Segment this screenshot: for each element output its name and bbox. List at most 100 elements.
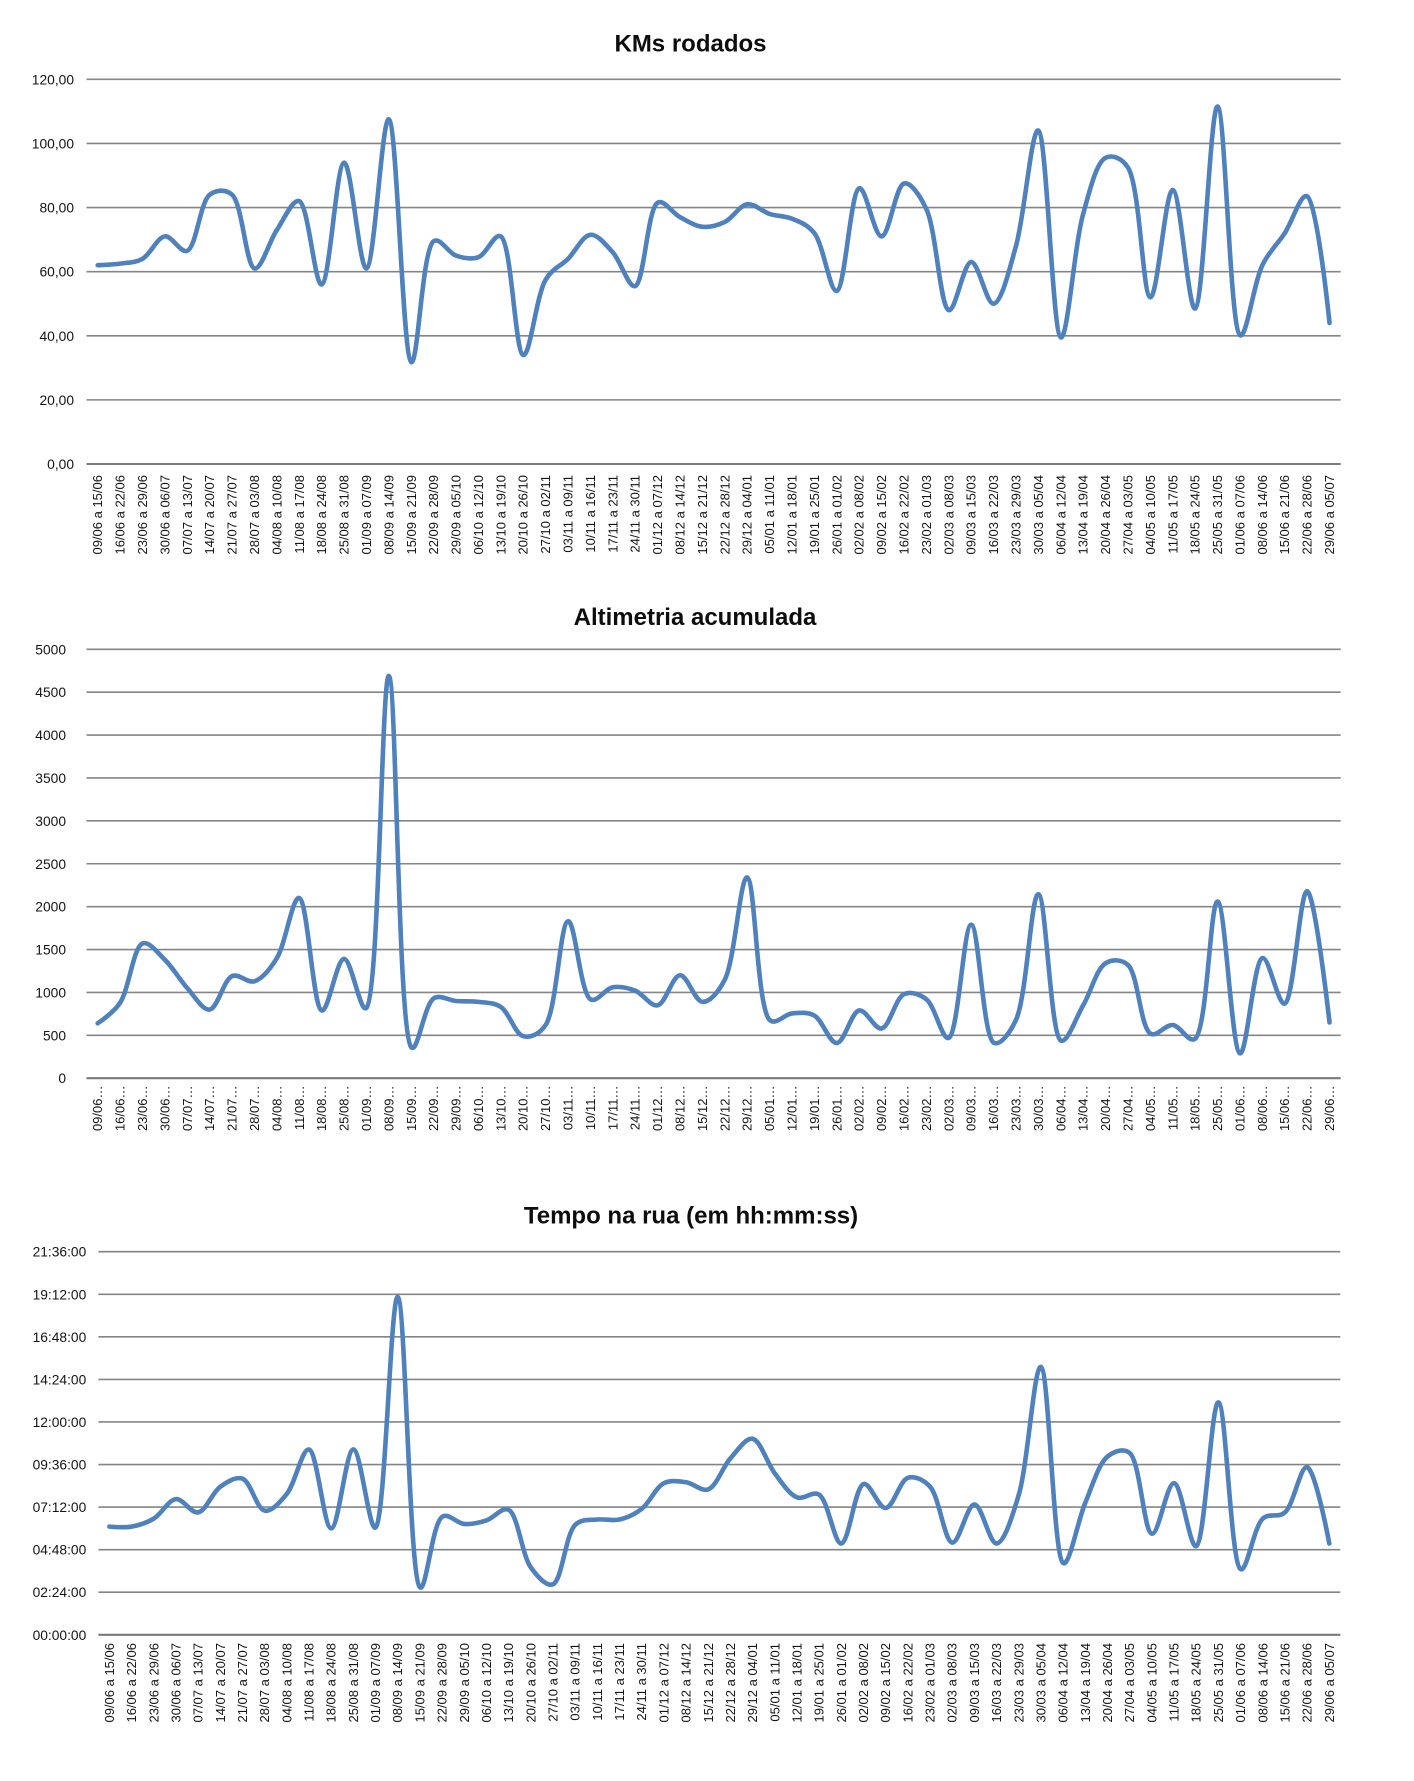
svg-text:08/12 a 14/12: 08/12 a 14/12 (673, 475, 688, 555)
svg-text:29/09 a 05/10: 29/09 a 05/10 (457, 1643, 472, 1723)
svg-text:06/10 a 12/10: 06/10 a 12/10 (471, 475, 486, 555)
svg-text:04/05…: 04/05… (1143, 1086, 1158, 1132)
svg-text:03/11 a 09/11: 03/11 a 09/11 (568, 1643, 583, 1721)
svg-text:01/09 a 07/09: 01/09 a 07/09 (368, 1643, 383, 1723)
svg-text:29/06…: 29/06… (1322, 1086, 1337, 1132)
svg-text:08/09 a 14/09: 08/09 a 14/09 (381, 475, 396, 555)
svg-text:30/06…: 30/06… (157, 1086, 172, 1132)
svg-text:80,00: 80,00 (39, 201, 74, 216)
svg-text:29/06 a 05/07: 29/06 a 05/07 (1322, 475, 1337, 555)
svg-text:02/03 a 08/03: 02/03 a 08/03 (941, 475, 956, 555)
svg-text:02/03…: 02/03… (941, 1086, 956, 1132)
svg-text:29/09…: 29/09… (449, 1086, 464, 1132)
svg-text:13/04 a 19/04: 13/04 a 19/04 (1078, 1643, 1093, 1723)
svg-text:25/08 a 31/08: 25/08 a 31/08 (346, 1643, 361, 1723)
svg-text:01/12 a 07/12: 01/12 a 07/12 (656, 1643, 671, 1723)
svg-text:09/02 a 15/02: 09/02 a 15/02 (878, 1643, 893, 1723)
svg-text:03/11 a 09/11: 03/11 a 09/11 (561, 475, 576, 553)
svg-text:29/06 a 05/07: 29/06 a 05/07 (1322, 1643, 1337, 1723)
svg-text:26/01 a 01/02: 26/01 a 01/02 (829, 475, 844, 555)
svg-text:22/09 a 28/09: 22/09 a 28/09 (435, 1643, 450, 1723)
svg-text:12/01 a 18/01: 12/01 a 18/01 (789, 1643, 804, 1723)
svg-text:27/10…: 27/10… (538, 1086, 553, 1132)
svg-text:4000: 4000 (35, 728, 66, 743)
svg-text:20,00: 20,00 (39, 393, 74, 408)
svg-text:16/03 a 22/03: 16/03 a 22/03 (986, 475, 1001, 555)
svg-text:19/01 a 25/01: 19/01 a 25/01 (812, 1643, 827, 1723)
svg-text:17/11 a 23/11: 17/11 a 23/11 (605, 475, 620, 553)
svg-text:07:12:00: 07:12:00 (33, 1500, 87, 1515)
svg-text:23/06…: 23/06… (135, 1086, 150, 1132)
svg-text:28/07 a 03/08: 28/07 a 03/08 (257, 1643, 272, 1723)
svg-text:01/09…: 01/09… (359, 1086, 374, 1132)
svg-text:02/02 a 08/02: 02/02 a 08/02 (856, 1643, 871, 1723)
svg-text:5000: 5000 (35, 642, 66, 657)
svg-text:14/07 a 20/07: 14/07 a 20/07 (213, 1643, 228, 1723)
svg-text:2000: 2000 (35, 900, 66, 915)
svg-text:18/08 a 24/08: 18/08 a 24/08 (314, 475, 329, 555)
svg-text:16/02 a 22/02: 16/02 a 22/02 (896, 475, 911, 555)
svg-text:25/05 a 31/05: 25/05 a 31/05 (1211, 1643, 1226, 1723)
svg-text:05/01 a 11/01: 05/01 a 11/01 (767, 1643, 782, 1722)
svg-text:20/10…: 20/10… (516, 1086, 531, 1132)
svg-text:22/06 a 28/06: 22/06 a 28/06 (1300, 1643, 1315, 1723)
svg-text:20/04 a 26/04: 20/04 a 26/04 (1098, 475, 1113, 555)
svg-text:60,00: 60,00 (39, 265, 74, 280)
svg-text:24/11 a 30/11: 24/11 a 30/11 (628, 475, 643, 553)
svg-text:16/06…: 16/06… (113, 1086, 128, 1132)
svg-text:17/11 a 23/11: 17/11 a 23/11 (612, 1643, 627, 1721)
svg-text:20/10 a 26/10: 20/10 a 26/10 (523, 1643, 538, 1723)
svg-text:12/01…: 12/01… (785, 1086, 800, 1132)
svg-text:06/10…: 06/10… (471, 1086, 486, 1132)
svg-text:22/06 a 28/06: 22/06 a 28/06 (1300, 475, 1315, 555)
svg-text:13/10 a 19/10: 13/10 a 19/10 (501, 1643, 516, 1723)
svg-text:14:24:00: 14:24:00 (33, 1372, 87, 1387)
svg-text:08/12 a 14/12: 08/12 a 14/12 (679, 1643, 694, 1723)
svg-text:18/05…: 18/05… (1188, 1086, 1203, 1132)
svg-text:28/07 a 03/08: 28/07 a 03/08 (247, 475, 262, 555)
svg-text:01/06…: 01/06… (1232, 1086, 1247, 1132)
svg-text:22/09…: 22/09… (426, 1086, 441, 1132)
svg-text:15/09 a 21/09: 15/09 a 21/09 (404, 475, 419, 555)
svg-text:KMs rodados: KMs rodados (614, 31, 766, 58)
svg-text:09/06 a 15/06: 09/06 a 15/06 (102, 1643, 117, 1723)
svg-text:06/04 a 12/04: 06/04 a 12/04 (1056, 1643, 1071, 1723)
svg-text:09/06 a 15/06: 09/06 a 15/06 (90, 475, 105, 555)
svg-text:09/03 a 15/03: 09/03 a 15/03 (964, 475, 979, 555)
svg-text:15/12 a 21/12: 15/12 a 21/12 (695, 475, 710, 555)
svg-text:30/03…: 30/03… (1031, 1086, 1046, 1132)
svg-text:04/08…: 04/08… (269, 1086, 284, 1132)
svg-text:07/07 a 13/07: 07/07 a 13/07 (180, 475, 195, 555)
svg-text:29/12 a 04/01: 29/12 a 04/01 (745, 1643, 760, 1723)
svg-text:08/09…: 08/09… (381, 1086, 396, 1132)
svg-text:17/11…: 17/11… (605, 1086, 620, 1131)
svg-text:11/08…: 11/08… (292, 1086, 307, 1131)
svg-text:08/06…: 08/06… (1255, 1086, 1270, 1132)
svg-text:23/02 a 01/03: 23/02 a 01/03 (923, 1643, 938, 1723)
svg-text:20/04…: 20/04… (1098, 1086, 1113, 1132)
svg-text:15/09 a 21/09: 15/09 a 21/09 (412, 1643, 427, 1723)
svg-text:16/06 a 22/06: 16/06 a 22/06 (124, 1643, 139, 1723)
svg-text:23/03 a 29/03: 23/03 a 29/03 (1008, 475, 1023, 555)
svg-text:18/08 a 24/08: 18/08 a 24/08 (324, 1643, 339, 1723)
svg-text:02/03 a 08/03: 02/03 a 08/03 (945, 1643, 960, 1723)
svg-text:14/07…: 14/07… (202, 1086, 217, 1132)
svg-text:27/10 a 02/11: 27/10 a 02/11 (546, 1643, 561, 1722)
svg-text:1000: 1000 (35, 985, 66, 1000)
svg-text:16/02…: 16/02… (896, 1086, 911, 1132)
svg-text:16:48:00: 16:48:00 (33, 1330, 87, 1345)
svg-text:1500: 1500 (35, 943, 66, 958)
svg-text:07/07…: 07/07… (180, 1086, 195, 1132)
svg-text:3000: 3000 (35, 814, 66, 829)
svg-text:08/09 a 14/09: 08/09 a 14/09 (390, 1643, 405, 1723)
svg-text:11/05 a 17/05: 11/05 a 17/05 (1167, 1643, 1182, 1722)
svg-text:23/03…: 23/03… (1008, 1086, 1023, 1132)
svg-text:09/02…: 09/02… (874, 1086, 889, 1132)
svg-text:21/07 a 27/07: 21/07 a 27/07 (225, 475, 240, 555)
svg-text:01/09 a 07/09: 01/09 a 07/09 (359, 475, 374, 555)
svg-text:01/06 a 07/06: 01/06 a 07/06 (1232, 475, 1247, 555)
svg-text:05/01…: 05/01… (762, 1086, 777, 1132)
svg-text:3500: 3500 (35, 771, 66, 786)
svg-text:18/08…: 18/08… (314, 1086, 329, 1132)
svg-text:24/11…: 24/11… (628, 1086, 643, 1131)
